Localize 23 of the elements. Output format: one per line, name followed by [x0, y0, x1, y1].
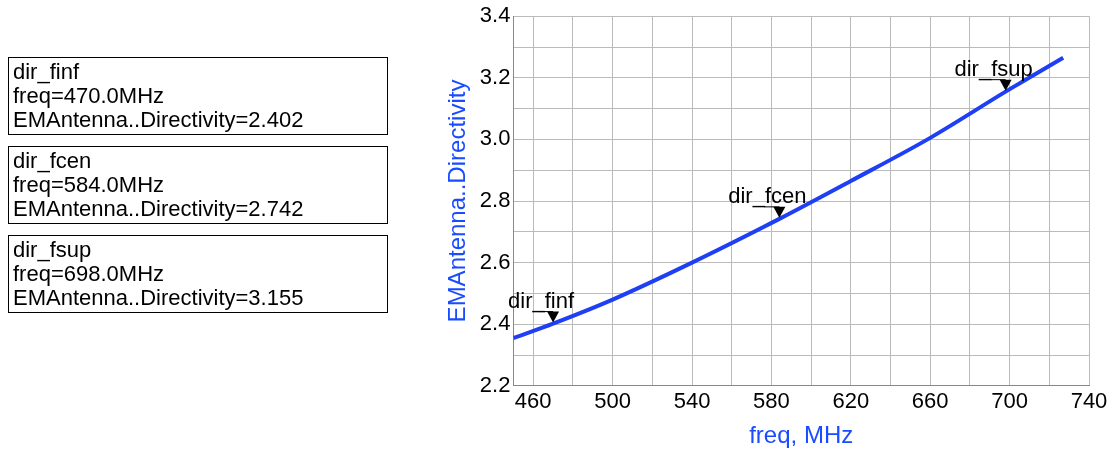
- y-tick-label: 3.0: [479, 125, 511, 151]
- y-tick-label: 2.4: [479, 310, 511, 336]
- y-tick-label: 2.6: [479, 248, 511, 274]
- text: dir_fcen freq=584.0MHz EMAntenna..Directivity=2.742: [8, 146, 388, 224]
- text: dir_fsup freq=698.0MHz EMAntenna..Directivity=3.155: [8, 235, 388, 313]
- annotation: dir_fsup: [954, 55, 1033, 81]
- x-tick-label: 620: [832, 388, 870, 414]
- y-tick-label: 2.2: [479, 371, 511, 397]
- x-tick-label: 660: [911, 388, 949, 414]
- y-tick-label: 3.2: [479, 63, 511, 89]
- x-tick-label: 500: [594, 388, 631, 414]
- x-tick-label: 700: [991, 388, 1028, 414]
- x-tick-label: 460: [514, 388, 552, 414]
- text: dir_finf freq=470.0MHz EMAntenna..Directivity=2.402: [8, 57, 388, 135]
- annotation: dir_fcen: [728, 182, 807, 208]
- x-axis-title: freq, MHz: [749, 421, 854, 449]
- x-tick-label: 580: [753, 388, 790, 414]
- x-tick-label: 540: [673, 388, 711, 414]
- y-axis-title: EMAntenna..Directivity: [443, 79, 471, 323]
- y-tick-label: 2.8: [479, 187, 511, 213]
- annotation: dir_finf: [508, 287, 575, 313]
- x-tick-label: 740: [1070, 388, 1108, 414]
- y-tick-label: 3.4: [479, 2, 511, 28]
